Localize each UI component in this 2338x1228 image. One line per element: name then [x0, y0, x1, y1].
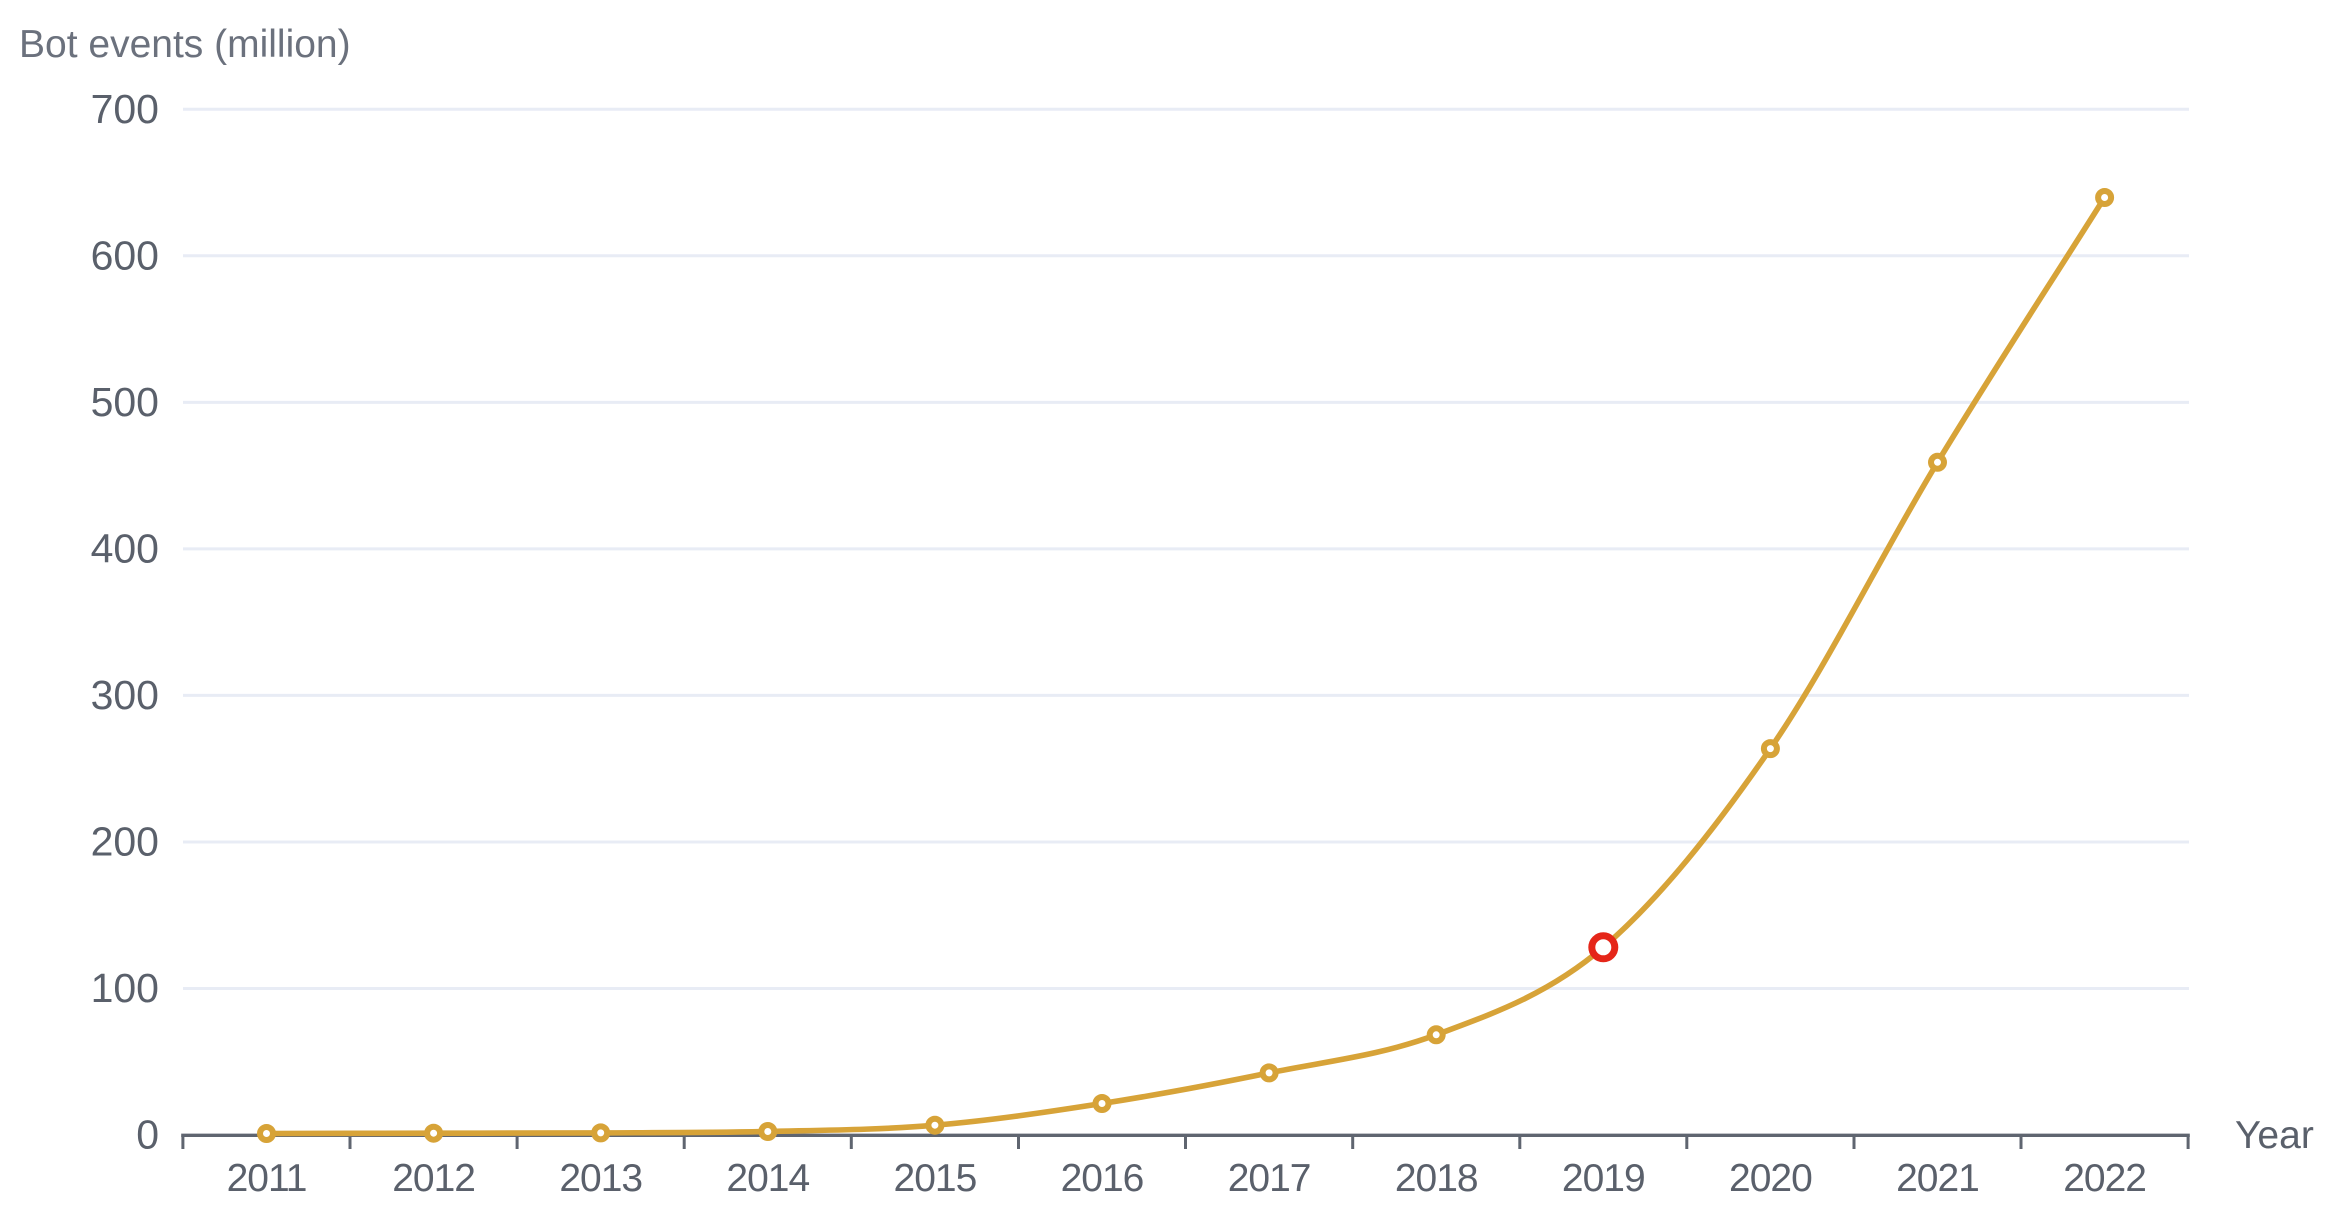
svg-text:2018: 2018 — [1395, 1157, 1478, 1200]
svg-text:2022: 2022 — [2063, 1157, 2146, 1200]
svg-text:600: 600 — [91, 233, 159, 279]
svg-text:2021: 2021 — [1896, 1157, 1979, 1200]
svg-text:2020: 2020 — [1729, 1157, 1812, 1200]
svg-text:2016: 2016 — [1061, 1157, 1144, 1200]
svg-text:2012: 2012 — [392, 1157, 475, 1200]
svg-text:200: 200 — [91, 819, 159, 865]
svg-text:Bot events (million): Bot events (million) — [19, 23, 351, 66]
svg-text:2017: 2017 — [1228, 1157, 1311, 1200]
svg-text:100: 100 — [91, 965, 159, 1011]
svg-text:2015: 2015 — [894, 1157, 977, 1200]
svg-text:700: 700 — [91, 86, 159, 132]
svg-text:400: 400 — [91, 526, 159, 572]
svg-text:500: 500 — [91, 379, 159, 425]
svg-text:Year: Year — [2235, 1114, 2314, 1157]
svg-text:2011: 2011 — [227, 1157, 307, 1200]
svg-text:2014: 2014 — [726, 1157, 809, 1200]
svg-text:2013: 2013 — [559, 1157, 642, 1200]
svg-text:2019: 2019 — [1562, 1157, 1645, 1200]
svg-text:300: 300 — [91, 672, 159, 718]
svg-text:0: 0 — [136, 1112, 159, 1158]
